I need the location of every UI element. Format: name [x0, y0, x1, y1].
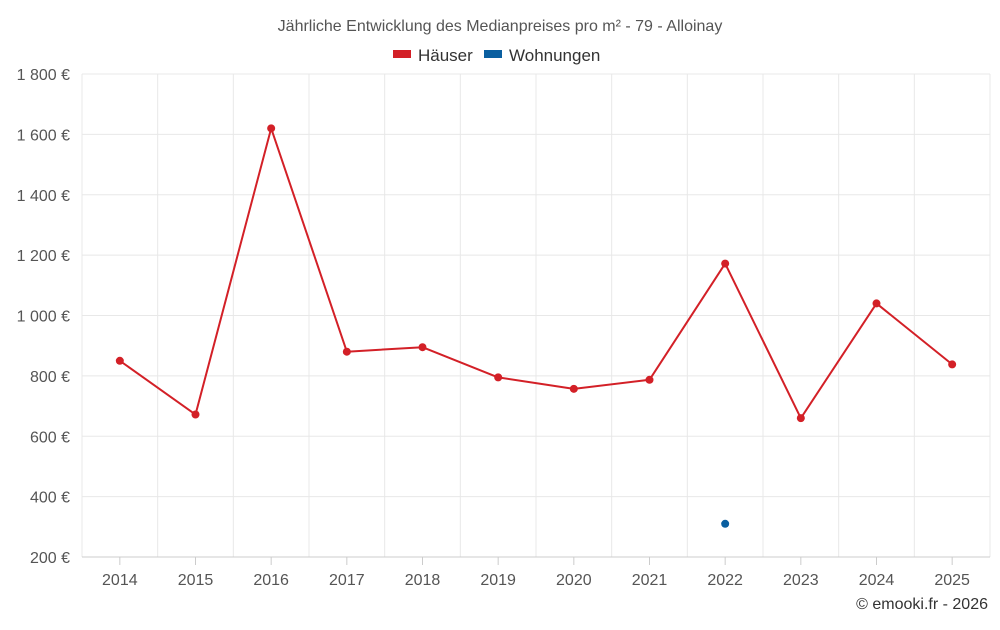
legend-swatch-wohnungen	[484, 50, 502, 58]
data-point-haeuser[interactable]	[418, 343, 427, 352]
legend: Häuser Wohnungen	[393, 46, 600, 65]
y-tick-label: 1 800 €	[17, 67, 70, 84]
data-point-haeuser[interactable]	[721, 259, 730, 268]
data-point-haeuser[interactable]	[494, 373, 503, 382]
data-point-wohnungen[interactable]	[721, 519, 730, 528]
x-tick-label: 2016	[253, 572, 289, 589]
data-point-haeuser[interactable]	[342, 347, 351, 356]
legend-swatch-haeuser	[393, 50, 411, 58]
data-point-haeuser[interactable]	[948, 360, 957, 369]
y-tick-label: 1 000 €	[17, 309, 70, 326]
y-tick-label: 1 600 €	[17, 127, 70, 144]
x-tick-label: 2017	[329, 572, 365, 589]
data-point-haeuser[interactable]	[872, 299, 881, 308]
series	[115, 124, 957, 528]
y-tick-label: 1 200 €	[17, 248, 70, 265]
data-point-haeuser[interactable]	[796, 414, 805, 423]
data-point-haeuser[interactable]	[115, 356, 124, 365]
x-tick-label: 2020	[556, 572, 592, 589]
series-line-haeuser	[119, 127, 953, 420]
x-tick-label: 2022	[707, 572, 743, 589]
gridlines	[81, 73, 991, 557]
x-tick-label: 2024	[859, 572, 895, 589]
legend-item-wohnungen[interactable]: Wohnungen	[484, 46, 600, 65]
axes: 200 € 400 € 600 € 800 € 1 000 € 1 200 € 1 400 …	[17, 67, 990, 589]
chart-title: Jährliche Entwicklung des Medianpreises …	[278, 18, 723, 35]
x-tick-label: 2023	[783, 572, 819, 589]
y-tick-label: 1 400 €	[17, 188, 70, 205]
data-point-haeuser[interactable]	[191, 410, 200, 419]
copyright-credit: © emooki.fr - 2026	[856, 596, 988, 613]
legend-label-wohnungen: Wohnungen	[509, 46, 600, 65]
x-tick-label: 2019	[480, 572, 516, 589]
legend-label-haeuser: Häuser	[418, 46, 473, 65]
legend-item-haeuser[interactable]: Häuser	[393, 46, 473, 65]
x-tick-label: 2025	[934, 572, 970, 589]
x-tick-label: 2014	[102, 572, 138, 589]
x-tick-label: 2018	[405, 572, 441, 589]
x-tick-label: 2021	[632, 572, 668, 589]
y-tick-label: 200 €	[30, 550, 70, 567]
y-tick-label: 800 €	[30, 369, 70, 386]
data-point-haeuser[interactable]	[569, 384, 578, 393]
y-tick-label: 600 €	[30, 429, 70, 446]
data-point-haeuser[interactable]	[267, 124, 276, 133]
data-point-haeuser[interactable]	[645, 375, 654, 384]
x-tick-label: 2015	[178, 572, 214, 589]
y-tick-label: 400 €	[30, 490, 70, 507]
